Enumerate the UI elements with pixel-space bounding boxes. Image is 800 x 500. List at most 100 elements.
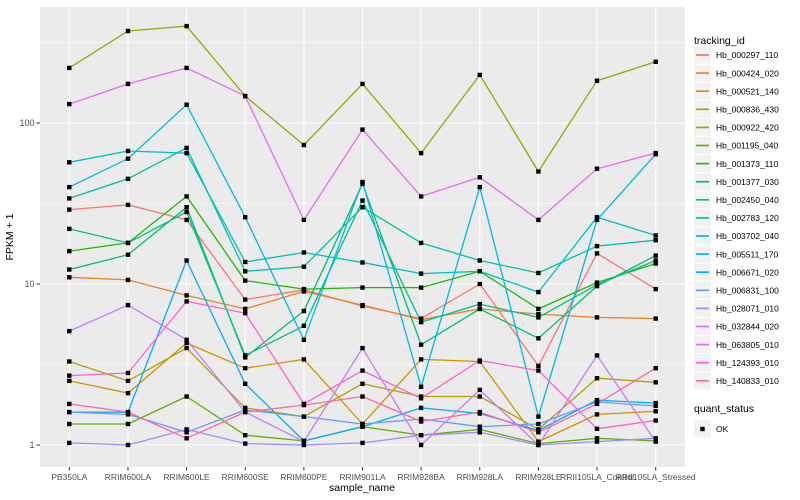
data-point-Hb_003702_040 bbox=[594, 215, 600, 220]
data-point-Hb_000297_110 bbox=[536, 363, 541, 369]
data-point-Hb_005511_170 bbox=[243, 215, 248, 220]
data-point-Hb_006671_020 bbox=[418, 405, 424, 411]
x-tick-label: RRIM600SE bbox=[222, 472, 270, 482]
legend-item-label: Hb_140833_010 bbox=[716, 376, 779, 386]
data-point-Hb_006671_020 bbox=[653, 400, 658, 406]
data-point-Hb_000922_420 bbox=[594, 78, 600, 83]
data-point-Hb_001373_110 bbox=[243, 278, 248, 283]
data-point-Hb_003702_040 bbox=[418, 271, 424, 276]
data-point-Hb_001377_030 bbox=[653, 253, 658, 258]
data-point-Hb_000297_110 bbox=[125, 202, 131, 208]
data-point-Hb_000836_430 bbox=[594, 376, 600, 381]
data-point-Hb_124393_010 bbox=[67, 373, 72, 378]
data-point-Hb_002783_120 bbox=[125, 176, 131, 181]
legend-item-label: Hb_032844_020 bbox=[716, 322, 779, 332]
data-point-Hb_000836_430 bbox=[477, 394, 482, 399]
data-point-Hb_002783_120 bbox=[477, 258, 482, 263]
data-point-Hb_002450_040 bbox=[653, 258, 658, 263]
x-tick-label: RRIM901LA bbox=[339, 472, 386, 482]
data-point-Hb_028071_010 bbox=[243, 441, 248, 446]
data-point-Hb_028071_010 bbox=[594, 439, 600, 444]
data-point-Hb_002783_120 bbox=[184, 145, 189, 151]
data-point-Hb_001373_110 bbox=[301, 286, 307, 292]
data-point-Hb_003702_040 bbox=[653, 233, 658, 238]
data-point-Hb_003702_040 bbox=[301, 250, 307, 255]
data-point-Hb_002450_040 bbox=[477, 301, 482, 307]
data-point-Hb_000922_420 bbox=[301, 142, 307, 148]
data-point-Hb_006831_100 bbox=[184, 430, 189, 435]
data-point-Hb_001195_040 bbox=[243, 433, 248, 438]
y-tick-label: 10 bbox=[24, 279, 34, 289]
data-point-Hb_124393_010 bbox=[125, 370, 131, 376]
x-tick-label: RRIM928LA bbox=[457, 472, 504, 482]
data-point-Hb_002783_120 bbox=[243, 269, 248, 274]
data-point-Hb_000424_020 bbox=[594, 315, 600, 320]
data-point-Hb_000922_420 bbox=[418, 150, 424, 156]
data-point-Hb_124393_010 bbox=[184, 299, 189, 304]
data-point-Hb_140833_010 bbox=[67, 401, 72, 407]
data-point-Hb_124393_010 bbox=[360, 368, 365, 373]
data-point-Hb_000297_110 bbox=[243, 297, 248, 302]
data-point-Hb_002783_120 bbox=[67, 196, 72, 201]
data-point-Hb_000922_420 bbox=[184, 23, 189, 29]
data-point-Hb_003702_040 bbox=[67, 160, 72, 165]
data-point-Hb_002450_040 bbox=[594, 282, 600, 287]
x-tick-label: RRII105LA_Control bbox=[560, 472, 634, 482]
data-point-Hb_006831_100 bbox=[477, 424, 482, 429]
data-point-Hb_028071_010 bbox=[360, 440, 365, 446]
data-point-Hb_140833_010 bbox=[477, 409, 482, 415]
data-point-Hb_005511_170 bbox=[477, 184, 482, 190]
data-point-Hb_002450_040 bbox=[243, 353, 248, 358]
data-point-Hb_000424_020 bbox=[301, 289, 307, 294]
data-point-Hb_000836_430 bbox=[184, 345, 189, 351]
data-point-Hb_003702_040 bbox=[184, 150, 189, 156]
legend-item-label: Hb_001195_040 bbox=[716, 141, 779, 151]
data-point-Hb_140833_010 bbox=[653, 366, 658, 371]
data-point-Hb_003702_040 bbox=[243, 259, 248, 265]
data-point-Hb_005511_170 bbox=[301, 337, 307, 342]
data-point-Hb_000922_420 bbox=[536, 169, 541, 174]
data-point-Hb_003702_040 bbox=[360, 260, 365, 265]
data-point-Hb_063805_010 bbox=[67, 101, 72, 107]
data-point-Hb_005511_170 bbox=[536, 414, 541, 419]
data-point-Hb_002450_040 bbox=[360, 198, 365, 203]
data-point-Hb_002783_120 bbox=[301, 264, 307, 269]
data-point-Hb_000424_020 bbox=[184, 293, 189, 298]
data-point-Hb_028071_010 bbox=[653, 436, 658, 441]
data-point-Hb_000521_140 bbox=[67, 378, 72, 384]
x-tick-label: RRIM928BA bbox=[398, 472, 446, 482]
data-point-Hb_001195_040 bbox=[477, 427, 482, 432]
data-point-Hb_000922_420 bbox=[477, 72, 482, 78]
data-point-Hb_006831_100 bbox=[653, 403, 658, 409]
data-point-Hb_003702_040 bbox=[477, 269, 482, 274]
data-point-Hb_001195_040 bbox=[125, 421, 131, 427]
data-point-Hb_005511_170 bbox=[125, 156, 131, 161]
legend-item-label: Hb_000836_430 bbox=[716, 105, 779, 115]
data-point-Hb_000521_140 bbox=[418, 357, 424, 362]
data-point-Hb_000297_110 bbox=[67, 207, 72, 212]
data-point-Hb_000521_140 bbox=[184, 340, 189, 346]
data-point-Hb_000922_420 bbox=[67, 65, 72, 71]
legend-item-label: Hb_001377_030 bbox=[716, 177, 779, 187]
data-point-Hb_000836_430 bbox=[653, 380, 658, 385]
y-tick-label: 100 bbox=[19, 118, 34, 128]
data-point-Hb_000424_020 bbox=[536, 311, 541, 317]
data-point-Hb_032844_020 bbox=[594, 353, 600, 358]
legend-item-label: Hb_005511_170 bbox=[716, 249, 779, 259]
data-point-Hb_006831_100 bbox=[360, 421, 365, 427]
data-point-Hb_006831_100 bbox=[67, 409, 72, 415]
data-point-Hb_000922_420 bbox=[653, 59, 658, 64]
legend-item-label: Hb_124393_010 bbox=[716, 358, 779, 368]
legend-item-label: Hb_000922_420 bbox=[716, 123, 779, 133]
data-point-Hb_032844_020 bbox=[184, 337, 189, 342]
data-point-Hb_001373_110 bbox=[67, 248, 72, 254]
legend-quant-status-title: quant_status bbox=[694, 403, 754, 415]
axis-layer: 1 10 100 PB350LA RRIM600LA RRIM600LE RRIM600SE… bbox=[19, 118, 695, 482]
data-point-Hb_001377_030 bbox=[418, 342, 424, 347]
legend-item-label: Hb_003702_040 bbox=[716, 231, 779, 241]
data-point-Hb_063805_010 bbox=[184, 65, 189, 71]
data-point-Hb_140833_010 bbox=[536, 430, 541, 435]
data-point-Hb_002783_120 bbox=[594, 243, 600, 249]
data-point-Hb_124393_010 bbox=[243, 310, 248, 316]
